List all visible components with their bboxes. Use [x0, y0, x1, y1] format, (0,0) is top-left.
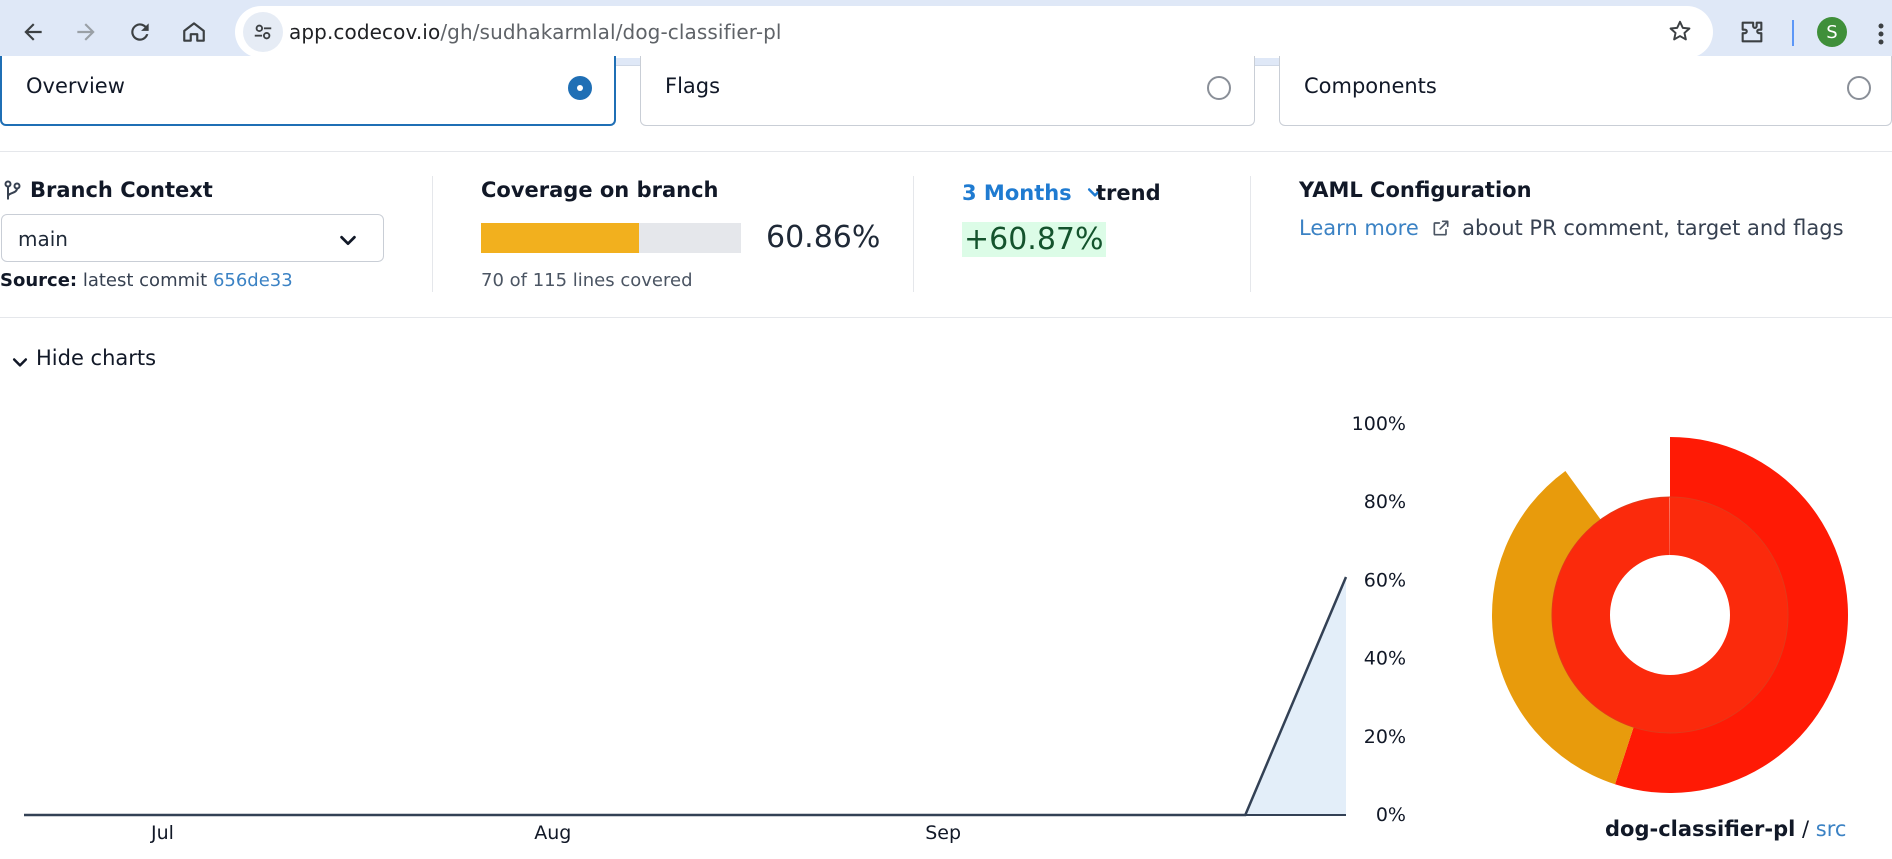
chart-x-tick-label: Sep: [925, 822, 961, 844]
divider-top: [0, 151, 1892, 152]
tab-flags[interactable]: Flags: [640, 56, 1255, 126]
coverage-sunburst[interactable]: [1480, 425, 1880, 805]
forward-arrow-icon[interactable]: [66, 12, 106, 52]
tab-overview[interactable]: Overview: [0, 56, 616, 126]
divider-2: [913, 176, 914, 292]
coverage-bar-fill: [481, 223, 640, 253]
chart-y-tick-label: 60%: [1364, 569, 1406, 591]
chart-x-tick-label: Jul: [150, 822, 174, 844]
sunburst-breadcrumb: dog-classifier-pl / src: [1605, 817, 1846, 841]
chart-y-tick-label: 20%: [1364, 726, 1406, 748]
site-info-icon[interactable]: [243, 12, 283, 52]
coverage-percent: 60.86%: [766, 220, 881, 255]
tab-flags-radio[interactable]: [1207, 76, 1231, 100]
home-icon[interactable]: [174, 12, 214, 52]
branch-icon: [4, 180, 21, 200]
source-label: Source:: [0, 270, 78, 291]
chevron-down-icon: [340, 235, 356, 246]
trend-change: +60.87%: [962, 222, 1106, 257]
yaml-text: about PR comment, target and flags: [1462, 216, 1844, 240]
star-icon[interactable]: [1667, 18, 1693, 48]
coverage-trend-chart: Jul Aug Sep 100% 80% 60% 40% 20% 0%: [24, 413, 1406, 844]
extensions-icon[interactable]: [1732, 12, 1772, 52]
yaml-title: YAML Configuration: [1299, 178, 1532, 202]
source-line: Source: latest commit 656de33: [0, 270, 293, 291]
lines-covered: 70 of 115 lines covered: [481, 270, 693, 291]
divider-middle: [0, 317, 1892, 318]
trend-period-select[interactable]: 3 Months: [962, 181, 1105, 205]
tab-flags-label: Flags: [665, 74, 721, 98]
coverage-bar: [481, 223, 741, 253]
breadcrumb-repo[interactable]: dog-classifier-pl: [1605, 817, 1796, 841]
breadcrumb-separator: /: [1802, 817, 1810, 841]
tab-components-label: Components: [1304, 74, 1437, 98]
branch-select-value: main: [18, 227, 68, 251]
chart-y-tick-label: 0%: [1376, 804, 1406, 826]
chevron-down-icon: [12, 358, 28, 367]
trend-period-label: 3 Months: [962, 181, 1072, 205]
profile-avatar[interactable]: S: [1817, 17, 1847, 47]
breadcrumb-folder[interactable]: src: [1815, 817, 1847, 841]
tab-components[interactable]: Components: [1279, 56, 1892, 126]
more-vert-icon[interactable]: [1870, 14, 1892, 54]
chart-area-fill: [24, 576, 1346, 815]
hide-charts-label: Hide charts: [36, 346, 157, 370]
chart-x-tick-label: Aug: [534, 822, 571, 844]
sunburst-inner-border: [1551, 496, 1789, 734]
branch-select[interactable]: main: [1, 214, 384, 262]
chevron-down-icon: [1087, 188, 1103, 197]
sunburst-outer-segment[interactable]: [1614, 437, 1848, 793]
chart-y-tick-label: 80%: [1364, 491, 1406, 513]
yaml-description: Learn more about PR comment, target and …: [1299, 216, 1844, 240]
branch-context-title: Branch Context: [30, 178, 213, 202]
url-host: app.codecov.io: [289, 20, 441, 44]
back-arrow-icon[interactable]: [13, 12, 53, 52]
chart-y-tick-label: 100%: [1352, 413, 1406, 435]
chart-y-tick-label: 40%: [1364, 648, 1406, 670]
sunburst-outer-segment[interactable]: [1492, 470, 1634, 785]
tab-components-radio[interactable]: [1847, 76, 1871, 100]
divider-1: [432, 176, 433, 292]
chart-series-line: [24, 576, 1348, 817]
coverage-title: Coverage on branch: [481, 178, 719, 202]
tab-overview-label: Overview: [26, 74, 125, 98]
commit-link[interactable]: 656de33: [212, 270, 293, 291]
trend-label: trend: [1096, 181, 1161, 205]
reload-icon[interactable]: [120, 12, 160, 52]
address-bar[interactable]: app.codecov.io/gh/sudhakarmlal/dog-class…: [235, 6, 1713, 58]
url-path: /gh/sudhakarmlal/dog-classifier-pl: [440, 20, 782, 44]
tab-overview-radio[interactable]: [568, 76, 592, 100]
sunburst-inner-ring[interactable]: [1552, 497, 1789, 733]
divider-3: [1250, 176, 1251, 292]
external-link-icon[interactable]: [1431, 218, 1451, 238]
learn-more-link[interactable]: Learn more: [1299, 216, 1419, 240]
source-text: latest commit: [82, 270, 208, 291]
toolbar-divider: [1792, 20, 1794, 46]
browser-toolbar: app.codecov.io/gh/sudhakarmlal/dog-class…: [0, 0, 1892, 66]
url-text: app.codecov.io/gh/sudhakarmlal/dog-class…: [289, 20, 782, 44]
